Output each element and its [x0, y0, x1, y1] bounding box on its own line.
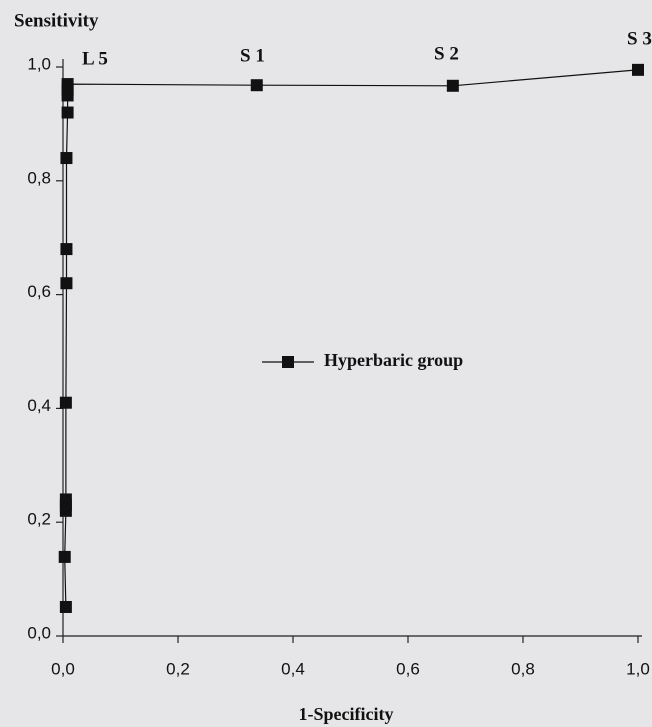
annotation: L 5: [82, 48, 108, 69]
legend-marker: [282, 356, 294, 368]
point: [59, 493, 72, 506]
x-tick-label: 0,4: [281, 659, 305, 678]
series-line: [64, 69, 639, 608]
point: [59, 600, 72, 613]
annotation: S 2: [434, 43, 459, 64]
y-tick-label: 1,0: [27, 54, 51, 73]
annotation: S 3: [627, 28, 652, 49]
annotation: S 1: [240, 45, 265, 66]
x-axis-label: 1-Specificity: [299, 704, 394, 724]
x-tick-label: 1,0: [626, 659, 650, 678]
point: [58, 550, 71, 563]
point: [59, 396, 72, 409]
x-tick-label: 0,6: [396, 659, 420, 678]
x-tick-label: 0,2: [166, 659, 190, 678]
point: [60, 152, 73, 165]
point: [632, 63, 644, 76]
y-tick-label: 0,8: [27, 168, 51, 187]
y-tick-label: 0,2: [27, 510, 51, 529]
y-tick-label: 0,0: [27, 623, 51, 642]
point: [61, 106, 74, 119]
x-tick-label: 0,8: [511, 659, 535, 678]
y-tick-label: 0,6: [27, 282, 51, 301]
point: [60, 277, 73, 290]
point: [60, 243, 73, 256]
y-tick-label: 0,4: [27, 396, 51, 415]
x-tick-label: 0,0: [51, 659, 75, 678]
point: [61, 78, 74, 91]
y-axis-label: Sensitivity: [14, 10, 99, 31]
point: [446, 79, 459, 92]
legend-label: Hyperbaric group: [324, 350, 463, 370]
point: [250, 79, 263, 92]
